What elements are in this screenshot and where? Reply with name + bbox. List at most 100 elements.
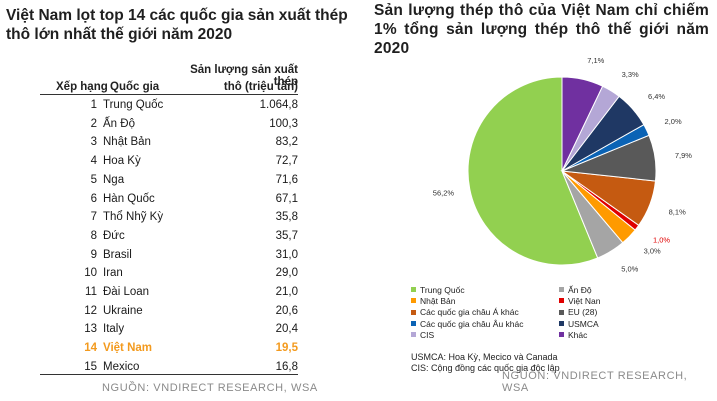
header-rule (40, 94, 298, 95)
table-row: 2 Ấn Độ 100,3 (40, 115, 298, 133)
value-cell: 16,8 (275, 360, 298, 373)
legend-swatch (559, 309, 564, 315)
note-cis: CIS: Cộng đồng các quốc gia độc lập (411, 363, 560, 373)
header-rank: Xếp hạng (56, 81, 108, 93)
table-row: 6 Hàn Quốc 67,1 (40, 190, 298, 208)
right-source: NGUỒN: VNDIRECT RESEARCH, WSA (502, 370, 688, 394)
pie-slice (467, 76, 599, 266)
value-cell: 72,7 (275, 155, 298, 168)
legend-label: CIS (420, 329, 435, 340)
rank-cell: 8 (90, 229, 97, 242)
rank-cell: 4 (90, 155, 97, 168)
legend-label: Nhật Bản (420, 296, 456, 307)
country-cell: Iran (103, 267, 123, 280)
country-cell: Việt Nam (103, 342, 153, 355)
pie-chart: 56,2% 5,0% 3,0% 1,0% 8,1% 7,9% 2,0% 6,4% 3,3% 7,1… (433, 56, 692, 274)
value-cell: 1.064,8 (259, 99, 298, 111)
legend-label: EU (28) (568, 307, 598, 318)
value-cell: 19,5 (275, 342, 298, 355)
legend-label: Trung Quốc (420, 285, 465, 295)
legend-swatch (559, 287, 564, 293)
rank-cell: 11 (85, 286, 97, 298)
note-usmca: USMCA: Hoa Kỳ, Mecico và Canada (411, 352, 558, 362)
legend-item: Việt Nan (559, 295, 600, 307)
legend-label: Ấn Độ (568, 285, 592, 295)
legend-swatch (559, 320, 564, 326)
slice-label: 56,2% (433, 188, 455, 197)
table-row: 10 Iran 29,0 (40, 264, 298, 282)
value-cell: 67,1 (275, 192, 298, 205)
country-cell: Hoa Kỳ (103, 155, 141, 168)
table-row: 13 Italy 20,4 (40, 320, 298, 338)
rank-cell: 3 (90, 136, 97, 149)
legend-swatch (411, 298, 416, 304)
legend-item: Trung Quốc (411, 284, 465, 296)
country-cell: Brasil (103, 248, 132, 261)
value-cell: 20,6 (275, 304, 298, 317)
rank-cell: 14 (84, 342, 97, 355)
table-row: 9 Brasil 31,0 (40, 246, 298, 264)
table-row: 15 Mexico 16,8 (40, 358, 298, 376)
rank-cell: 2 (90, 117, 97, 130)
legend-swatch (411, 287, 416, 293)
legend-item: CIS (411, 329, 434, 341)
legend-item: Nhật Bản (411, 295, 455, 307)
slice-label: 3,0% (644, 247, 661, 256)
legend-item: EU (28) (559, 306, 597, 318)
value-cell: 20,4 (275, 323, 298, 336)
value-cell: 35,8 (275, 211, 298, 224)
table-row: 4 Hoa Kỳ 72,7 (40, 152, 298, 170)
value-cell: 29,0 (275, 267, 298, 280)
table-row: 8 Đức 35,7 (40, 227, 298, 245)
value-cell: 35,7 (275, 229, 298, 242)
rank-cell: 1 (90, 99, 97, 111)
slice-label: 6,4% (648, 92, 665, 101)
value-cell: 83,2 (275, 136, 298, 149)
table-row: 12 Ukraine 20,6 (40, 302, 298, 320)
rank-cell: 10 (84, 267, 97, 280)
chart-title: Sản lượng thép thô của Việt Nam chỉ chiế… (374, 2, 709, 57)
legend-swatch (559, 332, 564, 338)
header-value-line1: Sản lượng sản xuất thép (190, 64, 298, 88)
legend-label: Khác (568, 329, 588, 340)
pie-slice (561, 76, 604, 172)
country-cell: Trung Quốc (103, 99, 164, 111)
legend-item: Ấn Độ (559, 284, 592, 296)
legend-swatch (411, 309, 416, 315)
rank-cell: 6 (90, 192, 97, 205)
country-cell: Đài Loan (103, 286, 150, 298)
rank-cell: 13 (84, 323, 97, 336)
legend-item: Các quốc gia châu Á khác (411, 306, 519, 318)
legend-item: Các quốc gia châu Âu khác (411, 318, 523, 330)
slice-label: 8,1% (669, 207, 686, 216)
rank-cell: 5 (90, 173, 97, 186)
slice-label: 5,0% (621, 264, 638, 273)
left-panel: Việt Nam lọt top 14 các quốc gia sản xuấ… (0, 0, 353, 401)
table-row-highlight: 14 Việt Nam 19,5 (40, 339, 298, 357)
slice-label: 7,1% (587, 56, 604, 65)
value-cell: 31,0 (275, 248, 298, 261)
legend-item: Khác (559, 329, 587, 341)
country-cell: Đức (103, 229, 125, 242)
right-panel: Sản lượng thép thô của Việt Nam chỉ chiế… (366, 0, 717, 401)
left-source: NGUỒN: VNDIRECT RESEARCH, WSA (102, 382, 318, 394)
table-row: 5 Nga 71,6 (40, 171, 298, 189)
legend-label: Các quốc gia châu Âu khác (420, 318, 524, 329)
table-row: 1 Trung Quốc 1.064,8 (40, 96, 298, 114)
value-cell: 21,0 (275, 286, 298, 298)
country-cell: Mexico (103, 360, 140, 373)
country-cell: Thổ Nhỹ Kỳ (103, 211, 164, 224)
legend-swatch (411, 332, 416, 338)
slice-label: 7,9% (675, 151, 692, 160)
slice-label: 1,0% (653, 236, 670, 245)
country-cell: Ấn Độ (103, 117, 135, 130)
legend-item: USMCA (559, 318, 599, 330)
table-row: 11 Đài Loan 21,0 (40, 283, 298, 301)
header-value-line2: thô (triệu tấn) (223, 81, 298, 93)
table-row: 7 Thổ Nhỹ Kỳ 35,8 (40, 208, 298, 226)
legend-label: Các quốc gia châu Á khác (420, 307, 519, 318)
legend-swatch (411, 320, 416, 326)
country-cell: Ukraine (103, 304, 143, 317)
country-cell: Italy (103, 323, 125, 336)
country-cell: Hàn Quốc (103, 192, 155, 205)
